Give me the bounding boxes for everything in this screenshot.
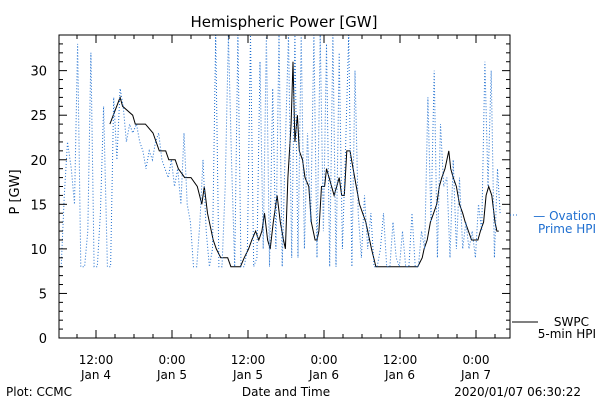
x-tick-label-date: Jan 6 — [384, 368, 415, 382]
y-tick-label: 15 — [30, 198, 47, 213]
x-tick-label-time: 12:00 — [383, 353, 418, 367]
y-tick-label: 10 — [30, 243, 47, 258]
x-tick-label-date: Jan 4 — [80, 368, 111, 382]
legend-swpc-line2: 5-min HPI — [538, 327, 596, 341]
series-layer — [59, 35, 501, 268]
y-tick-label: 30 — [30, 65, 47, 80]
plot-timestamp: 2020/01/07 06:30:22 — [454, 385, 581, 399]
x-tick-label-time: 0:00 — [311, 353, 338, 367]
x-tick-label-time: 0:00 — [463, 353, 490, 367]
x-axis-label: Date and Time — [242, 385, 330, 399]
plot-frame — [58, 34, 511, 339]
y-tick-label: 0 — [39, 332, 47, 347]
x-tick-label-date: Jan 6 — [308, 368, 339, 382]
y-axis-label: P [GW] — [8, 169, 23, 214]
x-tick-label-time: 12:00 — [231, 353, 266, 367]
chart-title: Hemispheric Power [GW] — [191, 13, 378, 31]
x-tick-label-time: 12:00 — [79, 353, 114, 367]
legend-swpc-line1: SWPC — [554, 315, 589, 329]
x-tick-label-time: 0:00 — [159, 353, 186, 367]
y-tick-label: 5 — [39, 287, 47, 302]
x-tick-label-date: Jan 5 — [156, 368, 187, 382]
legend-ovation-line2: Prime HPI — [538, 222, 596, 236]
y-tick-label: 20 — [30, 154, 47, 169]
legend-ovation-line1: — Ovation — [533, 209, 596, 223]
x-tick-label-date: Jan 5 — [232, 368, 263, 382]
y-tick-label: 25 — [30, 109, 47, 124]
x-tick-label-date: Jan 7 — [460, 368, 491, 382]
plot-credit: Plot: CCMC — [6, 385, 72, 399]
